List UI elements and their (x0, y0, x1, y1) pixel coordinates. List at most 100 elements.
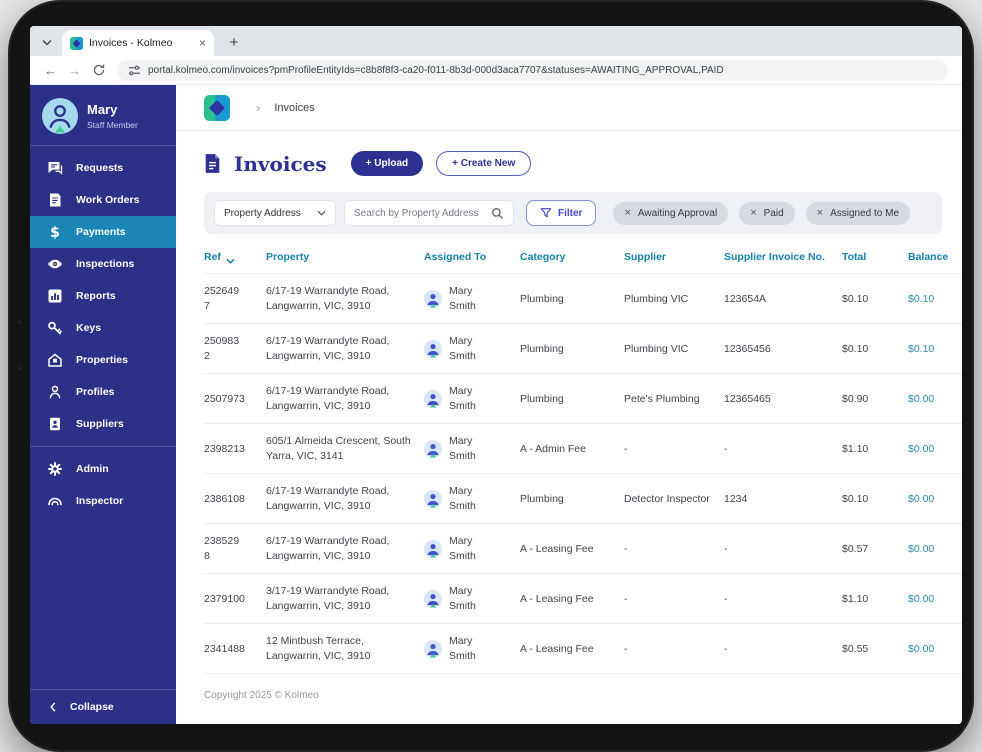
profile-card[interactable]: Mary Staff Member (30, 85, 176, 145)
chevron-left-icon (47, 701, 59, 713)
sidebar-item-admin[interactable]: Admin (30, 453, 176, 485)
remove-chip-icon[interactable]: × (624, 207, 631, 219)
cell-supplier: Plumbing VIC (624, 292, 689, 305)
sidebar-item-keys[interactable]: Keys (30, 312, 176, 344)
column-header-supplier: Supplier (624, 251, 667, 263)
cell-assigned-to: Mary Smith (424, 284, 520, 312)
collapse-button[interactable]: Collapse (30, 689, 176, 724)
cell-total: $0.10 (842, 492, 869, 505)
table-row[interactable]: 2507973 6/17-19 Warrandyte Road, Langwar… (204, 373, 962, 423)
back-icon[interactable]: ← (44, 62, 57, 78)
cell-property: 6/17-19 Warrandyte Road, Langwarrin, VIC… (266, 485, 390, 512)
cell-supplier-invoice-no: - (724, 442, 728, 455)
upload-button[interactable]: + Upload (350, 151, 424, 176)
person-icon (47, 384, 63, 400)
sidebar-item-requests[interactable]: Requests (30, 152, 176, 184)
table-row[interactable]: 250983 2 6/17-19 Warrandyte Road, Langwa… (204, 323, 962, 373)
tab-close-icon[interactable]: × (198, 36, 206, 50)
property-search (344, 200, 514, 226)
title-row: Invoices + Upload + Create New (204, 151, 962, 176)
table-row[interactable]: 2386108 6/17-19 Warrandyte Road, Langwar… (204, 473, 962, 523)
site-settings-icon[interactable] (128, 64, 141, 77)
table-row[interactable]: 238529 8 6/17-19 Warrandyte Road, Langwa… (204, 523, 962, 573)
tab-search-button[interactable] (38, 31, 56, 53)
cell-balance: $0.00 (908, 542, 935, 555)
sidebar-item-profiles[interactable]: Profiles (30, 376, 176, 408)
chart-icon (47, 288, 63, 304)
sidebar-item-work-orders[interactable]: Work Orders (30, 184, 176, 216)
cell-category: Plumbing (520, 292, 564, 305)
arc-icon (47, 493, 63, 509)
cell-supplier: - (624, 542, 628, 555)
address-bar[interactable]: portal.kolmeo.com/invoices?pmProfileEnti… (117, 59, 948, 81)
cell-balance: $0.00 (908, 492, 935, 505)
search-icon[interactable] (491, 207, 504, 220)
search-type-dropdown[interactable]: Property Address (214, 200, 336, 226)
sidebar-item-properties[interactable]: Properties (30, 344, 176, 376)
sidebar-item-suppliers[interactable]: Suppliers (30, 408, 176, 440)
filter-label: Filter (558, 207, 583, 219)
cell-category: A - Leasing Fee (520, 542, 594, 555)
table-row[interactable]: 2398213 605/1 Almeida Crescent, South Ya… (204, 423, 962, 473)
filter-chips: × Awaiting Approval × Paid × Assigned to… (613, 201, 911, 225)
filter-button[interactable]: Filter (526, 200, 597, 226)
cell-ref: 2398213 (204, 442, 245, 455)
remove-chip-icon[interactable]: × (816, 207, 824, 219)
svg-text:$: $ (50, 225, 60, 240)
cell-total: $0.55 (842, 642, 869, 655)
camera-dot (17, 366, 22, 371)
cell-total: $0.90 (842, 392, 869, 405)
column-header-ref[interactable]: Ref (204, 251, 266, 264)
filter-chip[interactable]: × Paid (739, 201, 795, 225)
app-shell: Mary Staff Member Requests Work Orders $… (30, 85, 962, 724)
cell-supplier-invoice-no: 1234 (724, 492, 748, 505)
tab-title: Invoices - Kolmeo (89, 37, 173, 49)
sidebar-item-inspections[interactable]: Inspections (30, 248, 176, 280)
sidebar-item-payments[interactable]: $ Payments (30, 216, 176, 248)
cell-property: 12 Mintbush Terrace, Langwarrin, VIC, 39… (266, 635, 371, 662)
filter-chip[interactable]: × Assigned to Me (805, 201, 911, 225)
badge-icon (47, 416, 63, 432)
cell-property: 605/1 Almeida Crescent, South Yarra, VIC… (266, 435, 411, 462)
cell-supplier: - (624, 592, 628, 605)
remove-chip-icon[interactable]: × (750, 207, 757, 219)
kolmeo-logo[interactable] (204, 94, 230, 121)
assignee-name: Mary Smith (449, 585, 476, 612)
browser-url-bar: ← → portal.kolmeo.com/invoices?pmProfile… (30, 56, 962, 85)
column-header-assigned-to: Assigned To (424, 251, 487, 263)
cell-category: Plumbing (520, 392, 564, 405)
browser-tab[interactable]: Invoices - Kolmeo × (62, 30, 214, 56)
assignee-avatar (424, 389, 442, 408)
cell-property: 6/17-19 Warrandyte Road, Langwarrin, VIC… (266, 285, 390, 312)
forward-icon[interactable]: → (68, 62, 81, 78)
funnel-icon (540, 207, 552, 219)
sidebar-item-inspector[interactable]: Inspector (30, 485, 176, 517)
assignee-avatar (424, 589, 442, 608)
cell-ref: 2507973 (204, 392, 245, 405)
filter-chip[interactable]: × Awaiting Approval (613, 201, 729, 225)
column-header-property: Property (266, 251, 310, 263)
search-input[interactable] (354, 207, 484, 219)
assignee-name: Mary Smith (449, 435, 476, 462)
reload-icon[interactable] (92, 63, 106, 77)
page-title: Invoices (234, 151, 327, 176)
cell-balance: $0.00 (908, 592, 935, 605)
sidebar-item-reports[interactable]: Reports (30, 280, 176, 312)
breadcrumb[interactable]: Invoices (274, 101, 315, 114)
assignee-name: Mary Smith (449, 535, 476, 562)
cell-assigned-to: Mary Smith (424, 334, 520, 362)
filter-bar: Property Address Filter (204, 192, 942, 234)
cell-total: $0.10 (842, 292, 869, 305)
table-row[interactable]: 2379100 3/17-19 Warrandyte Road, Langwar… (204, 573, 962, 623)
cell-assigned-to: Mary Smith (424, 484, 520, 512)
new-tab-button[interactable]: + (229, 33, 239, 51)
create-new-button[interactable]: + Create New (436, 151, 532, 176)
assignee-name: Mary Smith (449, 385, 476, 412)
assignee-avatar (424, 339, 442, 358)
table-row[interactable]: 2341488 12 Mintbush Terrace, Langwarrin,… (204, 623, 962, 673)
table-row[interactable]: 252649 7 6/17-19 Warrandyte Road, Langwa… (204, 273, 962, 323)
main-area: › Invoices Invoices + Upload + Create Ne… (176, 85, 962, 724)
column-header-supplier-invoice-no: Supplier Invoice No. (724, 251, 825, 263)
screen: Invoices - Kolmeo × + ← → portal.kolmeo.… (30, 26, 962, 724)
key-icon (47, 320, 63, 336)
